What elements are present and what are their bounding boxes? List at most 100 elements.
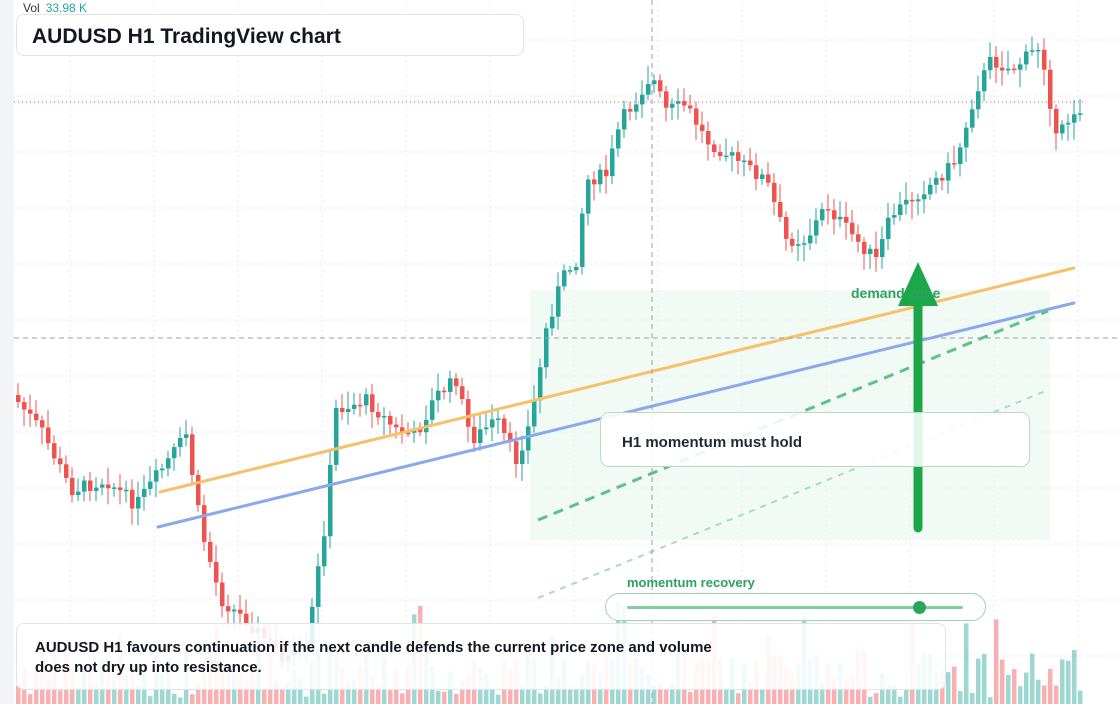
volume-bar: [946, 672, 951, 704]
candle: [574, 266, 579, 271]
candle: [826, 209, 831, 211]
candle: [784, 217, 789, 239]
candle: [460, 386, 465, 400]
volume-bar: [298, 678, 303, 704]
volume-bar: [454, 693, 459, 704]
volume-bar: [322, 693, 327, 704]
candle: [472, 426, 477, 444]
candle: [106, 484, 111, 489]
candle: [580, 213, 585, 267]
candle: [532, 400, 537, 427]
volume-bar: [1078, 690, 1083, 704]
volume-bar: [964, 623, 969, 704]
volume-bar: [664, 689, 669, 704]
candle: [802, 243, 807, 245]
candle: [1060, 124, 1065, 134]
chart-title: AUDUSD H1 TradingView chart: [32, 25, 341, 48]
volume-bar: [496, 694, 501, 704]
candle: [556, 286, 561, 317]
volume-bar: [958, 691, 963, 704]
volume-bar: [148, 696, 153, 704]
candle: [136, 496, 141, 509]
volume-bar: [274, 680, 279, 704]
volume-bar: [460, 681, 465, 704]
candle: [880, 239, 885, 258]
volume-bar: [868, 696, 873, 704]
volume-bar: [262, 688, 267, 704]
candle: [658, 80, 663, 92]
candle: [244, 613, 249, 626]
candle: [910, 199, 915, 202]
candle: [970, 109, 975, 128]
candle: [448, 378, 453, 392]
candle: [604, 169, 609, 177]
candle: [454, 378, 459, 387]
candle: [382, 415, 387, 418]
candle: [988, 56, 993, 71]
volume-bar: [352, 678, 357, 704]
candle: [1072, 114, 1077, 123]
candle: [346, 408, 351, 413]
candle: [238, 609, 243, 614]
volume-bar: [988, 697, 993, 704]
volume-bar: [1030, 653, 1035, 704]
candle: [46, 427, 51, 444]
volume-bar: [94, 684, 99, 704]
volume-bar: [1042, 685, 1047, 704]
candle: [82, 480, 87, 492]
candle: [394, 424, 399, 428]
candle: [118, 487, 123, 491]
candle: [844, 216, 849, 223]
candle: [760, 174, 765, 179]
candle: [688, 105, 693, 109]
candle: [772, 182, 777, 202]
candle: [850, 222, 855, 235]
volume-bar: [490, 687, 495, 704]
volume-bar: [724, 687, 729, 704]
candle: [442, 390, 447, 393]
candle: [16, 395, 21, 403]
candle: [694, 108, 699, 125]
candle: [1078, 113, 1083, 115]
candle: [562, 270, 567, 287]
volume-bar: [1072, 650, 1077, 704]
candle: [70, 477, 75, 496]
momentum-progress-bar: [605, 593, 986, 621]
candle: [544, 328, 549, 368]
candle: [370, 394, 375, 412]
candle: [100, 484, 105, 488]
candle: [916, 199, 921, 202]
candle: [538, 367, 543, 401]
candle: [796, 244, 801, 246]
candle: [52, 443, 57, 459]
candle: [856, 234, 861, 242]
candle: [862, 241, 867, 255]
candle: [88, 480, 93, 491]
candle: [1024, 51, 1029, 65]
candle: [190, 434, 195, 475]
candle: [220, 582, 225, 607]
volume-bar: [670, 681, 675, 704]
volume-bar: [1066, 660, 1071, 704]
candle: [994, 56, 999, 68]
candle: [1036, 49, 1041, 52]
volume-bar: [1048, 668, 1053, 704]
volume-bar: [376, 685, 381, 704]
candle: [742, 160, 747, 163]
volume-bar: [400, 693, 405, 704]
candle: [730, 152, 735, 156]
candle: [568, 270, 573, 272]
volume-bar: [520, 686, 525, 704]
candle: [628, 109, 633, 112]
candle: [376, 411, 381, 418]
candle: [592, 179, 597, 185]
candle: [58, 458, 63, 465]
volume-bar: [688, 691, 693, 704]
volume-bar: [178, 697, 183, 704]
candle: [496, 418, 501, 420]
candle: [1018, 64, 1023, 70]
candle: [514, 441, 519, 465]
volume-bar: [244, 679, 249, 704]
volume-bar: [1018, 686, 1023, 704]
volume-bar: [832, 677, 837, 704]
